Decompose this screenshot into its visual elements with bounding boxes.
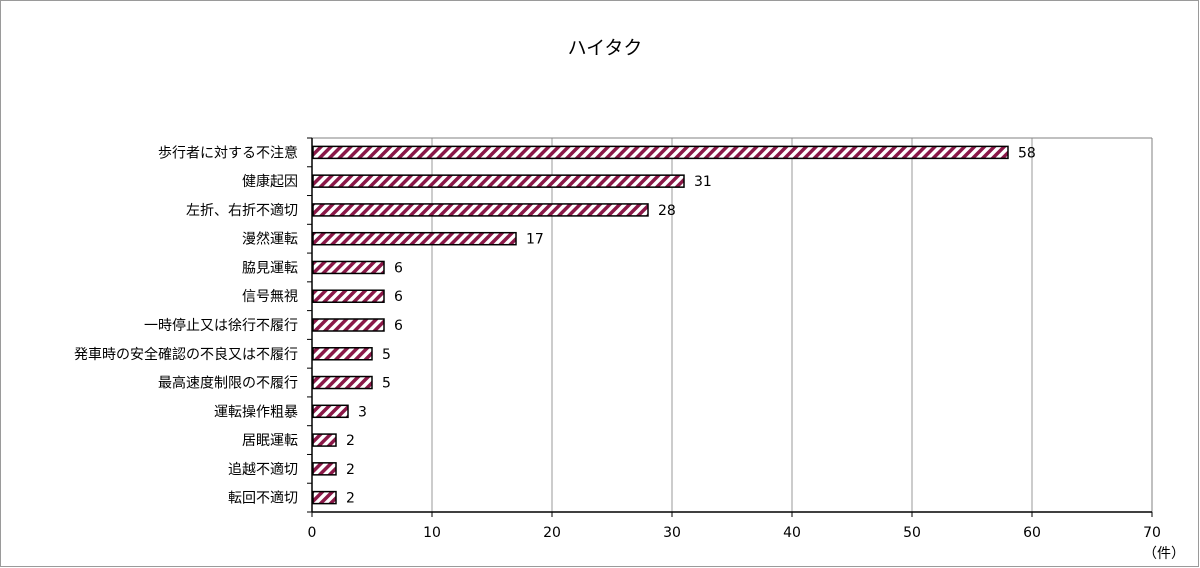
x-tick-label: 70 bbox=[1143, 525, 1161, 541]
data-label: 5 bbox=[382, 376, 391, 392]
data-label: 17 bbox=[526, 232, 544, 248]
category-label: 一時停止又は徐行不履行 bbox=[144, 317, 298, 334]
data-label: 3 bbox=[358, 404, 367, 420]
category-label: 脇見運転 bbox=[242, 260, 298, 276]
x-tick-label: 40 bbox=[783, 525, 801, 541]
x-tick-label: 30 bbox=[663, 525, 681, 541]
data-label: 5 bbox=[382, 347, 391, 363]
bar bbox=[312, 318, 385, 332]
data-label: 6 bbox=[394, 289, 403, 305]
category-label: 居眠運転 bbox=[242, 433, 298, 449]
category-label: 漫然運転 bbox=[242, 231, 298, 248]
bar bbox=[312, 260, 385, 275]
data-label: 2 bbox=[346, 491, 355, 507]
category-label: 追越不適切 bbox=[228, 461, 298, 478]
bar bbox=[312, 404, 349, 419]
bar bbox=[312, 347, 373, 361]
category-label: 信号無視 bbox=[242, 289, 298, 305]
data-label: 2 bbox=[346, 433, 355, 449]
plot-area: 0 10 20 30 40 50 60 70 （件） 歩行者に対する不注意 58 健康起因 31 左折、右… bbox=[74, 137, 1185, 562]
bar bbox=[312, 490, 337, 505]
x-tick-label: 0 bbox=[308, 525, 317, 541]
bar bbox=[312, 231, 517, 246]
chart-title: ハイタク bbox=[568, 37, 643, 59]
bar bbox=[312, 203, 649, 217]
category-label: 運転操作粗暴 bbox=[214, 404, 298, 420]
x-tick-label: 10 bbox=[423, 525, 441, 541]
category-label: 最高速度制限の不履行 bbox=[158, 375, 298, 392]
x-tick-label: 20 bbox=[543, 525, 561, 541]
bar bbox=[312, 433, 337, 447]
x-axis-unit-label: （件） bbox=[1143, 546, 1185, 562]
data-label: 31 bbox=[694, 174, 712, 190]
category-label: 転回不適切 bbox=[228, 490, 298, 507]
x-tick-label: 50 bbox=[903, 525, 921, 541]
bar bbox=[312, 289, 385, 303]
data-label: 2 bbox=[346, 462, 355, 478]
x-tick-label: 60 bbox=[1023, 525, 1041, 541]
data-label: 6 bbox=[394, 318, 403, 334]
bar bbox=[312, 375, 373, 390]
category-label: 歩行者に対する不注意 bbox=[158, 144, 298, 161]
category-label: 左折、右折不適切 bbox=[186, 202, 298, 219]
plot-background bbox=[312, 138, 1152, 512]
data-label: 58 bbox=[1018, 145, 1036, 161]
bar bbox=[312, 145, 1009, 160]
bar bbox=[312, 462, 337, 476]
bar bbox=[312, 174, 685, 188]
data-label: 6 bbox=[394, 260, 403, 276]
category-label: 健康起因 bbox=[242, 173, 298, 190]
data-label: 28 bbox=[658, 203, 676, 219]
category-label: 発車時の安全確認の不良又は不履行 bbox=[74, 346, 298, 363]
